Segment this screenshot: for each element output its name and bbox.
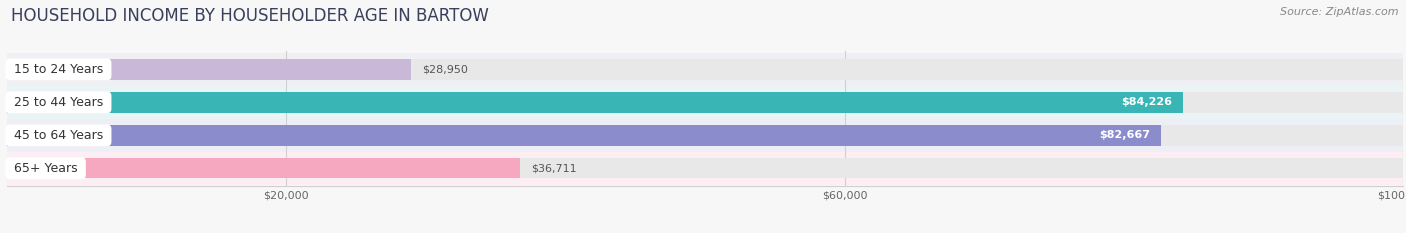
Bar — [7, 125, 1403, 146]
Bar — [7, 158, 520, 178]
Bar — [7, 59, 1403, 80]
Bar — [7, 125, 1161, 146]
Text: $36,711: $36,711 — [530, 163, 576, 173]
Text: Source: ZipAtlas.com: Source: ZipAtlas.com — [1281, 7, 1399, 17]
Text: $28,950: $28,950 — [422, 64, 468, 74]
Text: $82,667: $82,667 — [1099, 130, 1150, 140]
Text: 15 to 24 Years: 15 to 24 Years — [10, 63, 107, 76]
Text: 65+ Years: 65+ Years — [10, 162, 82, 175]
Bar — [7, 53, 1403, 86]
Bar — [7, 152, 1403, 185]
Text: 45 to 64 Years: 45 to 64 Years — [10, 129, 107, 142]
Text: HOUSEHOLD INCOME BY HOUSEHOLDER AGE IN BARTOW: HOUSEHOLD INCOME BY HOUSEHOLDER AGE IN B… — [11, 7, 489, 25]
Bar — [7, 119, 1403, 152]
Bar — [7, 59, 411, 80]
Bar — [7, 92, 1182, 113]
Text: 25 to 44 Years: 25 to 44 Years — [10, 96, 107, 109]
Bar — [7, 92, 1403, 113]
Text: $84,226: $84,226 — [1121, 97, 1171, 107]
Bar — [7, 158, 1403, 178]
Bar — [7, 86, 1403, 119]
